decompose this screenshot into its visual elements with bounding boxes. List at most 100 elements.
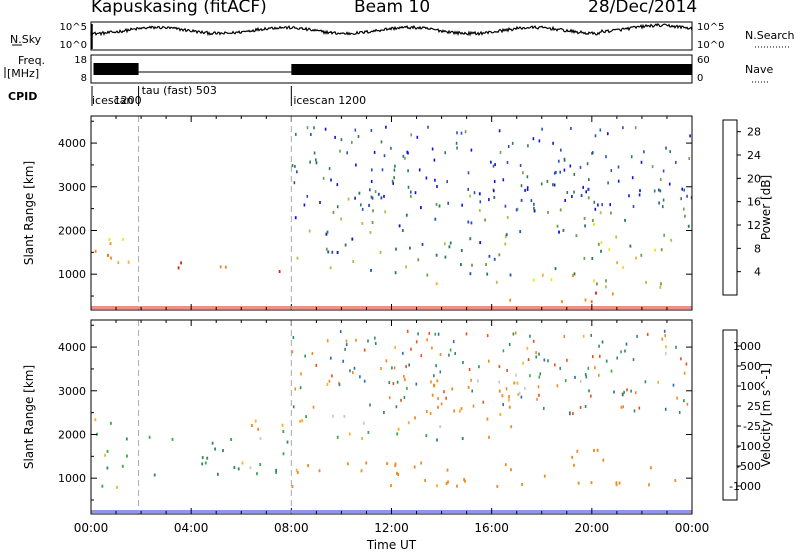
velocity-cell xyxy=(336,435,339,439)
velocity-sparse-cell xyxy=(563,334,566,338)
velocity-cell xyxy=(361,437,363,440)
power-sparse-cell xyxy=(390,146,392,150)
power-sparse-cell xyxy=(502,178,505,182)
velocity-sparse-cell xyxy=(514,331,517,335)
power-sparse-cell xyxy=(609,203,611,207)
power-cell xyxy=(94,249,97,253)
velocity-cell xyxy=(286,440,289,444)
velocity-sparse-cell xyxy=(445,396,447,400)
velocity-sparse-cell xyxy=(408,363,410,367)
velocity-cell xyxy=(148,435,151,439)
velocity-sparse-cell xyxy=(391,366,393,370)
velocity-cell xyxy=(282,430,285,433)
power-cell xyxy=(370,268,372,272)
y-tick-label: 1000 xyxy=(58,268,86,281)
power-cell xyxy=(591,257,594,260)
velocity-sparse-cell xyxy=(437,332,440,336)
velocity-sparse-cell xyxy=(683,399,685,403)
velocity-cell xyxy=(436,438,438,442)
velocity-cell xyxy=(332,414,334,418)
power-cell xyxy=(687,224,690,228)
power-sparse-cell xyxy=(336,183,339,187)
velocity-sparse-cell xyxy=(663,329,666,333)
power-cell xyxy=(444,255,447,259)
power-sparse-cell xyxy=(519,164,522,167)
velocity-sparse-cell xyxy=(385,359,388,363)
velocity-sparse-cell xyxy=(415,382,418,386)
y-tick-label: 2000 xyxy=(58,224,86,237)
velocity-heatmap xyxy=(90,320,741,514)
velocity-panel-frame xyxy=(90,319,693,515)
power-cell xyxy=(479,241,482,245)
velocity-cell xyxy=(397,427,400,431)
power-cell xyxy=(327,250,330,254)
velocity-cell xyxy=(496,484,499,488)
power-cell xyxy=(434,217,437,221)
power-sparse-cell xyxy=(361,207,364,211)
velocity-colorbar-tick-label: 1000 xyxy=(733,340,761,353)
power-sparse-cell xyxy=(336,205,339,209)
power-sparse-cell xyxy=(558,159,560,163)
power-sparse-cell xyxy=(532,137,535,141)
velocity-sparse-cell xyxy=(292,336,295,339)
power-sparse-cell xyxy=(563,158,566,162)
power-colorbar-label: Power [dB] xyxy=(759,175,773,240)
power-cell xyxy=(117,261,120,265)
velocity-sparse-cell xyxy=(363,379,366,383)
velocity-cell xyxy=(456,484,458,488)
power-heatmap xyxy=(90,116,741,310)
power-sparse-cell xyxy=(351,140,353,144)
velocity-cell xyxy=(201,462,204,466)
power-sparse-cell xyxy=(310,133,312,136)
velocity-sparse-cell xyxy=(482,400,485,404)
power-cell xyxy=(448,245,451,249)
power-cell xyxy=(460,249,463,252)
power-sparse-cell xyxy=(640,160,643,164)
power-sparse-cell xyxy=(313,151,316,155)
power-sparse-cell xyxy=(470,148,473,152)
y-tick-label: 1000 xyxy=(58,472,86,485)
velocity-sparse-cell xyxy=(594,366,596,370)
velocity-cell xyxy=(618,481,621,485)
velocity-sparse-cell xyxy=(403,374,405,378)
velocity-sparse-cell xyxy=(435,364,437,368)
power-cell xyxy=(469,272,472,276)
velocity-sparse-cell xyxy=(587,366,590,370)
velocity-cell xyxy=(420,461,423,465)
power-cell xyxy=(438,204,441,208)
power-cell xyxy=(347,197,350,201)
power-sparse-cell xyxy=(573,172,576,176)
velocity-cell xyxy=(237,467,240,471)
velocity-sparse-cell xyxy=(574,375,576,379)
power-sparse-cell xyxy=(322,176,325,180)
velocity-sparse-cell xyxy=(406,329,409,333)
power-sparse-cell xyxy=(563,168,566,172)
velocity-cell xyxy=(407,421,410,425)
power-sparse-cell xyxy=(594,207,597,211)
freq-right-tick: 60 xyxy=(697,55,710,66)
power-sparse-cell xyxy=(634,126,637,130)
velocity-sparse-cell xyxy=(433,374,435,378)
power-sparse-cell xyxy=(683,207,685,211)
noise-right-tick: 10^0 xyxy=(697,40,724,51)
power-cell xyxy=(421,243,424,246)
velocity-sparse-cell xyxy=(661,337,664,341)
power-cell xyxy=(506,216,509,219)
velocity-sparse-cell xyxy=(620,350,622,354)
power-sparse-cell xyxy=(381,168,384,172)
x-tick-label: 04:00 xyxy=(174,521,209,535)
x-tick-label: 16:00 xyxy=(474,521,509,535)
power-sparse-cell xyxy=(599,128,602,132)
power-cell xyxy=(278,270,281,273)
power-cell xyxy=(590,300,593,304)
velocity-sparse-cell xyxy=(526,346,529,350)
power-sparse-cell xyxy=(689,134,691,138)
velocity-sparse-cell xyxy=(374,336,376,340)
velocity-cell xyxy=(577,481,580,485)
power-sparse-cell xyxy=(433,158,436,162)
velocity-sparse-cell xyxy=(304,354,306,358)
velocity-cell xyxy=(517,393,520,396)
velocity-sparse-cell xyxy=(675,345,677,349)
velocity-cell xyxy=(125,437,128,441)
power-cell xyxy=(600,241,603,245)
